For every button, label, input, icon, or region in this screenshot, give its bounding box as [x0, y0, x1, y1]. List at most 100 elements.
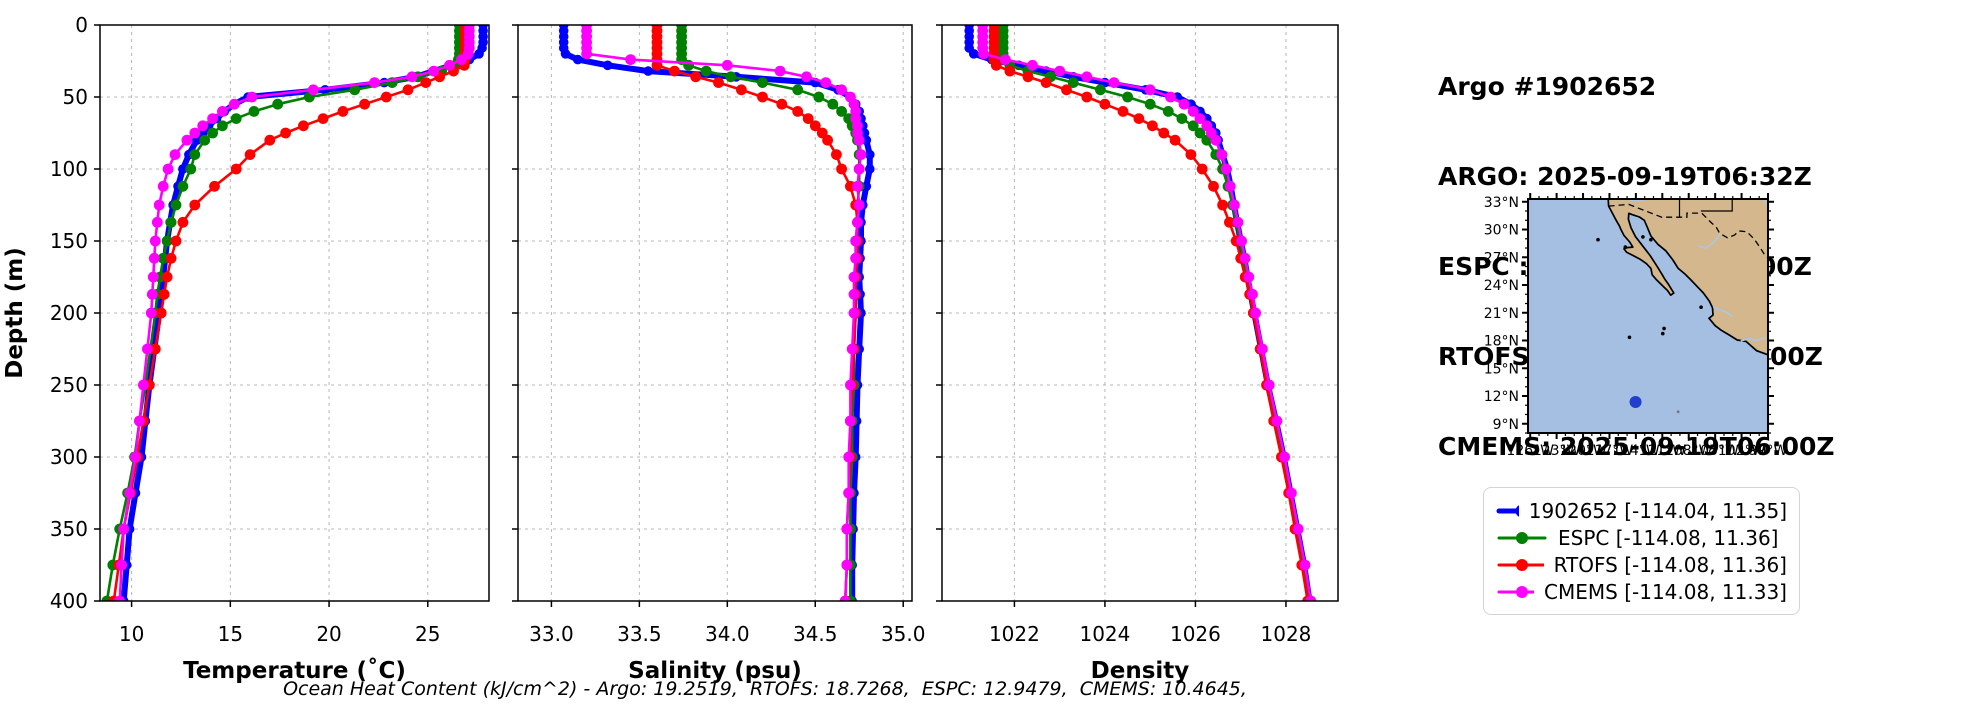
x-tick-label: 1026	[1170, 622, 1221, 646]
data-point-marker	[169, 149, 181, 161]
data-point-marker	[1095, 84, 1106, 96]
data-point-marker	[189, 127, 201, 139]
data-point-marker	[116, 559, 128, 571]
panel-temperature-c-: 10 15 20 25050100150200250300350400Temperat…	[2, 13, 490, 684]
map-lon-label: 102°W	[1718, 443, 1766, 459]
data-point-marker	[177, 180, 189, 192]
data-point-marker	[1232, 216, 1244, 228]
data-point-marker	[845, 379, 856, 391]
data-point-marker	[843, 487, 855, 499]
data-point-marker	[1162, 106, 1174, 117]
data-point-marker	[230, 113, 242, 124]
data-point-marker	[189, 199, 201, 211]
data-point-marker	[843, 451, 855, 463]
data-point-marker	[1133, 113, 1145, 124]
data-point-marker	[865, 149, 875, 160]
data-point-marker	[209, 180, 220, 192]
data-point-marker	[130, 451, 141, 463]
data-point-marker	[846, 343, 858, 355]
data-point-marker	[802, 113, 814, 124]
data-point-marker	[402, 84, 414, 96]
data-point-marker	[836, 106, 847, 117]
legend: 1902652 [-114.04, 11.35] ESPC [-114.08, 1…	[1483, 487, 1800, 615]
data-point-marker	[1158, 127, 1170, 139]
data-point-marker	[307, 84, 319, 96]
data-point-marker	[713, 77, 724, 88]
y-tick-label: 300	[50, 445, 88, 469]
data-point-marker	[181, 134, 193, 146]
data-point-marker	[690, 71, 702, 83]
data-point-marker	[134, 415, 145, 427]
data-point-marker	[244, 149, 256, 161]
data-point-marker	[853, 163, 865, 175]
data-point-marker	[845, 415, 856, 427]
data-point-marker	[1229, 199, 1240, 211]
data-point-marker	[1279, 451, 1290, 463]
data-point-marker	[1165, 91, 1176, 103]
data-point-marker	[602, 60, 613, 71]
data-point-marker	[1099, 98, 1111, 110]
legend-item-3: CMEMS [-114.08, 11.33]	[1496, 578, 1787, 605]
x-axis-title: Salinity (psu)	[628, 658, 802, 684]
data-point-marker	[643, 66, 653, 76]
map-river	[1712, 306, 1734, 318]
panel-density: 1022 1024 1026 1028 Density	[936, 24, 1339, 684]
data-point-marker	[850, 252, 862, 264]
data-point-marker	[428, 65, 440, 77]
location-map: 33°N 30°N 27°N 24°N 21°N 18°N 15°N 12°N 9°N 126°W…	[1484, 193, 1787, 459]
gridlines	[942, 24, 1338, 602]
data-point-marker	[217, 106, 228, 117]
data-point-marker	[736, 84, 747, 96]
data-point-marker	[1224, 216, 1235, 228]
map-island-dot	[1649, 237, 1653, 242]
data-point-marker	[865, 164, 875, 174]
x-tick-label: 25	[415, 622, 440, 646]
data-point-marker	[170, 199, 182, 211]
data-point-marker	[349, 84, 361, 96]
data-point-marker	[850, 235, 862, 247]
data-point-marker	[820, 77, 832, 88]
data-point-marker	[161, 271, 173, 283]
data-point-marker	[848, 271, 860, 283]
data-point-marker	[1243, 271, 1255, 283]
map-lon-label: 117°W	[1586, 443, 1634, 459]
map-features	[1596, 199, 1768, 414]
data-point-marker	[792, 106, 804, 117]
map-lat-label: 18°N	[1484, 334, 1519, 350]
map-lat-label: 24°N	[1484, 278, 1519, 294]
map-lon-label: 120°W	[1559, 443, 1607, 459]
map-border-dashed	[1608, 203, 1768, 259]
map-lon-label: 114°W	[1612, 443, 1660, 459]
data-point-marker	[1224, 180, 1236, 192]
map-lon-label: 126°W	[1506, 443, 1554, 459]
data-point-marker	[147, 271, 159, 283]
series-cmems	[581, 25, 867, 601]
data-point-marker	[625, 54, 636, 65]
data-point-marker	[774, 65, 786, 77]
data-point-marker	[114, 595, 126, 601]
data-point-marker	[142, 343, 153, 355]
legend-label: CMEMS [-114.08, 11.33]	[1544, 579, 1787, 604]
data-point-marker	[474, 49, 484, 59]
data-point-marker	[161, 235, 173, 247]
data-point-marker	[177, 216, 189, 228]
map-ticks	[1522, 193, 1774, 439]
data-point-marker	[118, 523, 130, 535]
timestamp-cmems: CMEMS: 2025-09-19T06:00Z	[1438, 432, 1835, 461]
y-tick-label: 150	[50, 229, 88, 253]
data-point-marker	[165, 252, 177, 264]
map-frame	[1527, 198, 1769, 434]
data-point-marker	[359, 98, 370, 110]
legend-label: 1902652 [-114.04, 11.35]	[1528, 498, 1787, 523]
legend-label: ESPC [-114.08, 11.36]	[1558, 525, 1779, 550]
data-point-marker	[230, 163, 242, 175]
data-point-marker	[406, 71, 418, 83]
data-point-marker	[581, 48, 592, 60]
data-point-marker	[165, 216, 177, 228]
data-point-marker	[148, 252, 160, 264]
data-point-marker	[157, 180, 169, 192]
x-tick-label: 20	[316, 622, 341, 646]
legend-item-1: ESPC [-114.08, 11.36]	[1496, 524, 1787, 551]
data-point-marker	[700, 65, 712, 77]
data-point-marker	[853, 199, 865, 211]
